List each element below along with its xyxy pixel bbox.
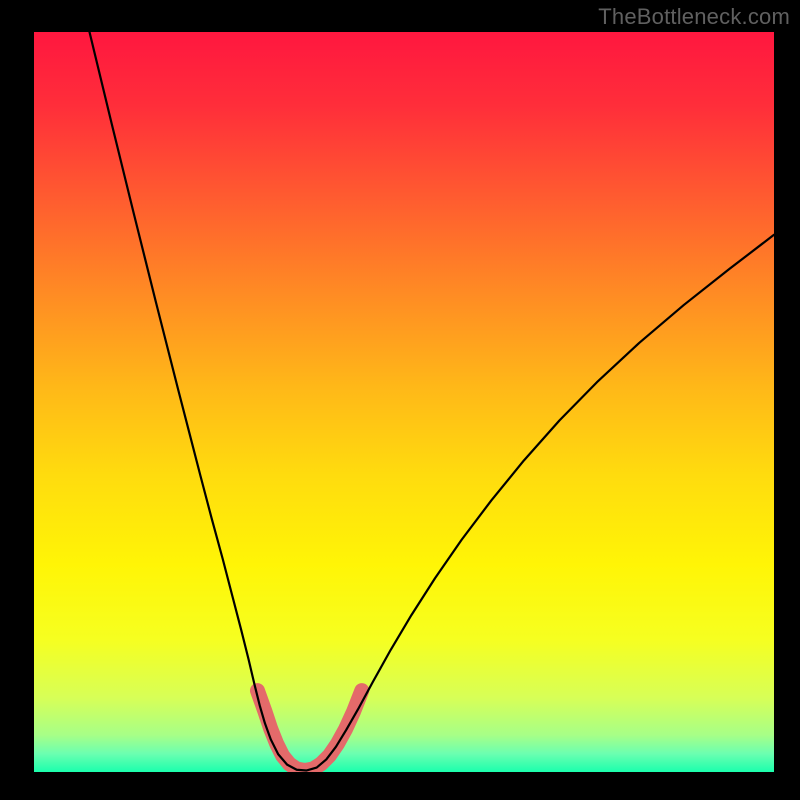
bottleneck-chart [0,0,800,800]
watermark-text: TheBottleneck.com [598,4,790,30]
chart-plot-background [34,32,774,772]
chart-stage: TheBottleneck.com [0,0,800,800]
